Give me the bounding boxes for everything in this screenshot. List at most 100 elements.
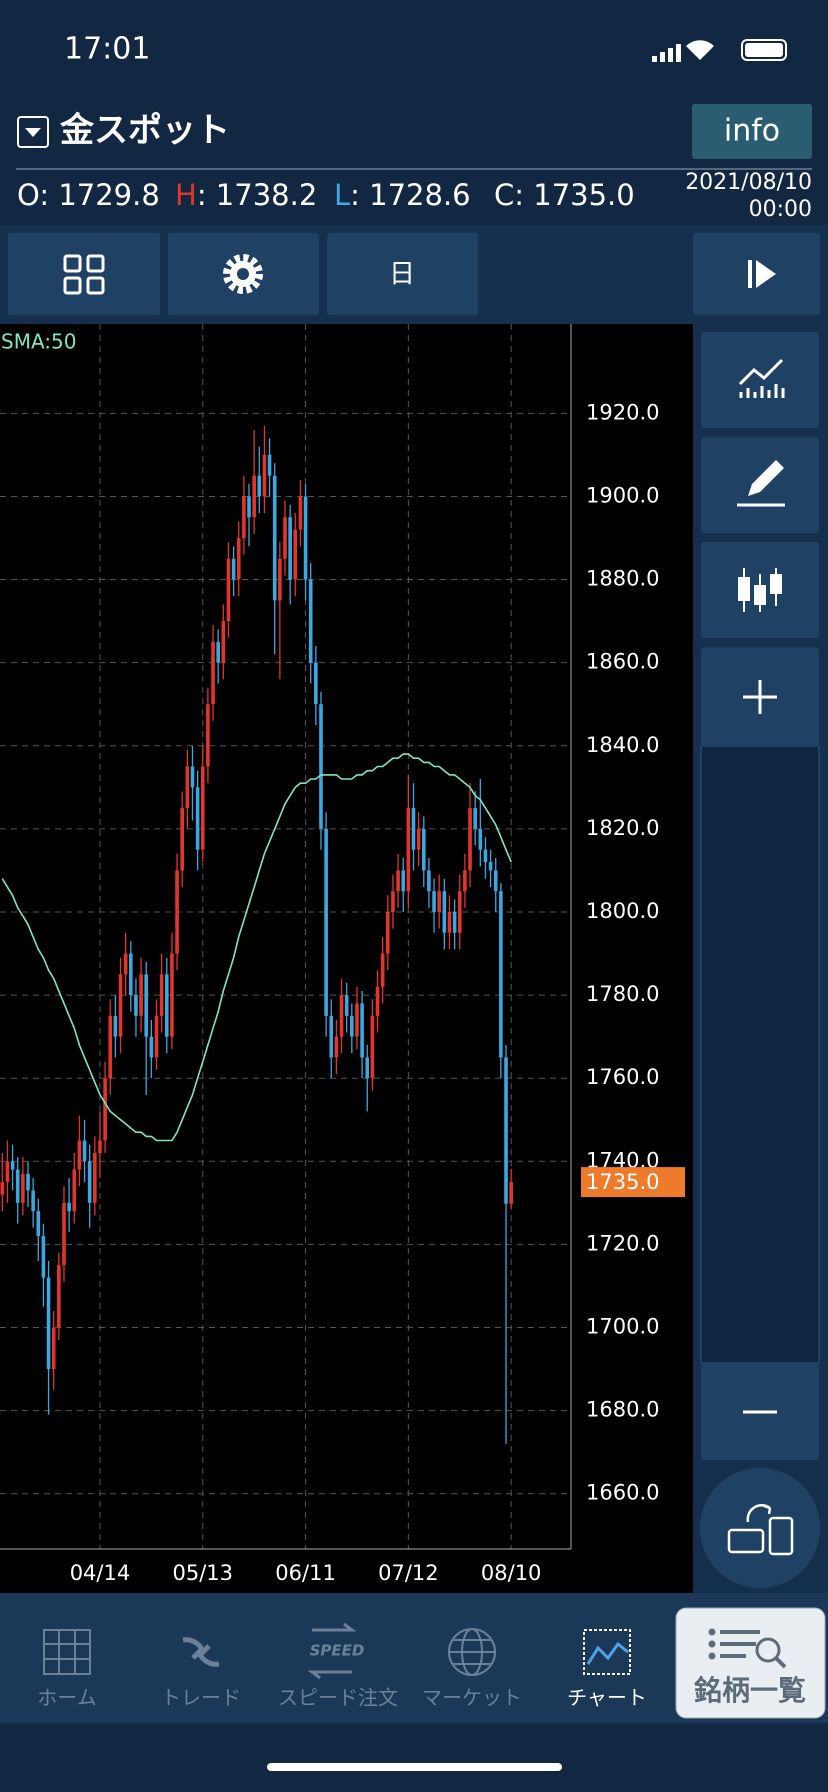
market-icon <box>448 1628 496 1676</box>
y-tick-label: 1900.0 <box>586 483 659 507</box>
candle-body <box>314 662 318 705</box>
tab-label[interactable]: トレード <box>161 1686 241 1710</box>
ohlc-close: C: 1735.0 <box>494 178 635 212</box>
indicator-button[interactable] <box>701 332 819 428</box>
candle-body <box>216 641 220 663</box>
candle-body <box>67 1202 71 1212</box>
candle-body <box>442 891 447 933</box>
candle-body <box>308 579 313 663</box>
candle-body <box>344 995 349 1016</box>
candle-body <box>334 1036 339 1058</box>
candle-body <box>123 953 128 975</box>
home-icon <box>43 1629 91 1675</box>
ohlc-value: : 1729.8 <box>39 178 159 212</box>
scroll-end-icon <box>748 260 776 288</box>
ohlc-key: C <box>494 178 514 212</box>
candle-body <box>103 1078 107 1141</box>
candle-body <box>41 1236 46 1278</box>
candle-body <box>129 953 133 996</box>
candle-body <box>77 1140 82 1170</box>
candle-body <box>93 1152 97 1203</box>
ohlc-high: H: 1738.2 <box>175 178 317 212</box>
y-tick-label: 1860.0 <box>586 650 659 674</box>
layout-button[interactable] <box>8 233 160 315</box>
candle-body <box>380 953 385 987</box>
rotate-icon <box>727 1504 794 1556</box>
info-label: info <box>724 114 780 149</box>
candle-body <box>437 891 441 912</box>
period-label: 日 <box>389 260 415 290</box>
candle-body <box>447 911 452 933</box>
chart-area <box>0 324 693 1593</box>
tab-label-active[interactable]: チャート <box>567 1686 647 1710</box>
candle-body <box>31 1190 35 1212</box>
bar-time: 00:00 <box>749 197 812 222</box>
candle-body <box>473 808 477 829</box>
rotate-button[interactable] <box>700 1468 820 1588</box>
candle-body <box>339 995 344 1037</box>
candle-body <box>298 496 303 530</box>
candle-body <box>329 1015 334 1058</box>
y-tick-label: 1800.0 <box>586 899 659 923</box>
info-button[interactable] <box>692 104 812 159</box>
candle-body <box>113 1015 118 1037</box>
candle-body <box>504 1057 508 1204</box>
period-button[interactable] <box>327 233 478 315</box>
candle-body <box>288 517 292 580</box>
candle-body <box>293 529 298 580</box>
candle-body <box>154 1015 159 1058</box>
last-price-tag <box>581 1167 685 1198</box>
candle-body <box>468 808 472 871</box>
candle-body <box>87 1161 92 1203</box>
candle-body <box>350 1015 354 1037</box>
y-tick-label: 1760.0 <box>586 1065 659 1089</box>
chart-tab-icon <box>583 1629 631 1675</box>
symbol-list-label[interactable]: 銘柄一覧 <box>694 1674 806 1707</box>
symbol-list-button[interactable] <box>675 1607 826 1719</box>
candle-body <box>206 704 210 767</box>
candle-body <box>226 558 231 622</box>
candle-body <box>488 862 493 871</box>
candle-body <box>375 986 380 1016</box>
candle-body <box>457 891 462 933</box>
x-tick-label: 04/14 <box>70 1561 131 1585</box>
bar-date: 2021/08/10 <box>685 170 812 195</box>
zoom-slider[interactable] <box>700 745 820 1364</box>
candle-body <box>319 704 323 829</box>
tab-label[interactable]: スピード注文 <box>278 1686 398 1710</box>
ohlc-value: : 1738.2 <box>197 178 317 212</box>
tab-label[interactable]: ホーム <box>37 1686 96 1710</box>
plus-icon <box>743 680 777 714</box>
symbol-title: 金スポット <box>59 111 230 151</box>
candle-body <box>509 1182 513 1204</box>
candle-body <box>98 1140 102 1153</box>
candle-body <box>175 870 179 954</box>
dropdown-icon[interactable] <box>17 116 49 148</box>
candle-body <box>370 1015 375 1079</box>
candle-body <box>493 870 498 892</box>
candle-body <box>391 891 395 912</box>
tab-label[interactable]: マーケット <box>422 1686 522 1710</box>
candle-body <box>242 496 246 539</box>
candle-body <box>452 911 457 933</box>
candle-body <box>406 808 411 892</box>
y-tick-label: 1840.0 <box>586 733 659 757</box>
x-tick-label: 07/12 <box>378 1561 439 1585</box>
candle-body <box>262 454 267 497</box>
candle-body <box>236 538 241 580</box>
candle-body <box>46 1277 51 1370</box>
ohlc-value: : 1728.6 <box>350 178 470 212</box>
candle-body <box>82 1140 87 1162</box>
candle-body <box>211 641 215 705</box>
candle-body <box>0 1182 5 1195</box>
candle-body <box>170 953 174 1037</box>
candle-body <box>57 1265 61 1328</box>
candle-body <box>324 828 328 1016</box>
ohlc-value: : 1735.0 <box>514 178 634 212</box>
x-tick-label: 08/10 <box>481 1561 542 1585</box>
candle-body <box>257 475 262 497</box>
candle-body <box>62 1202 66 1266</box>
gear-icon <box>223 254 263 294</box>
ohlc-key: O <box>17 178 39 212</box>
